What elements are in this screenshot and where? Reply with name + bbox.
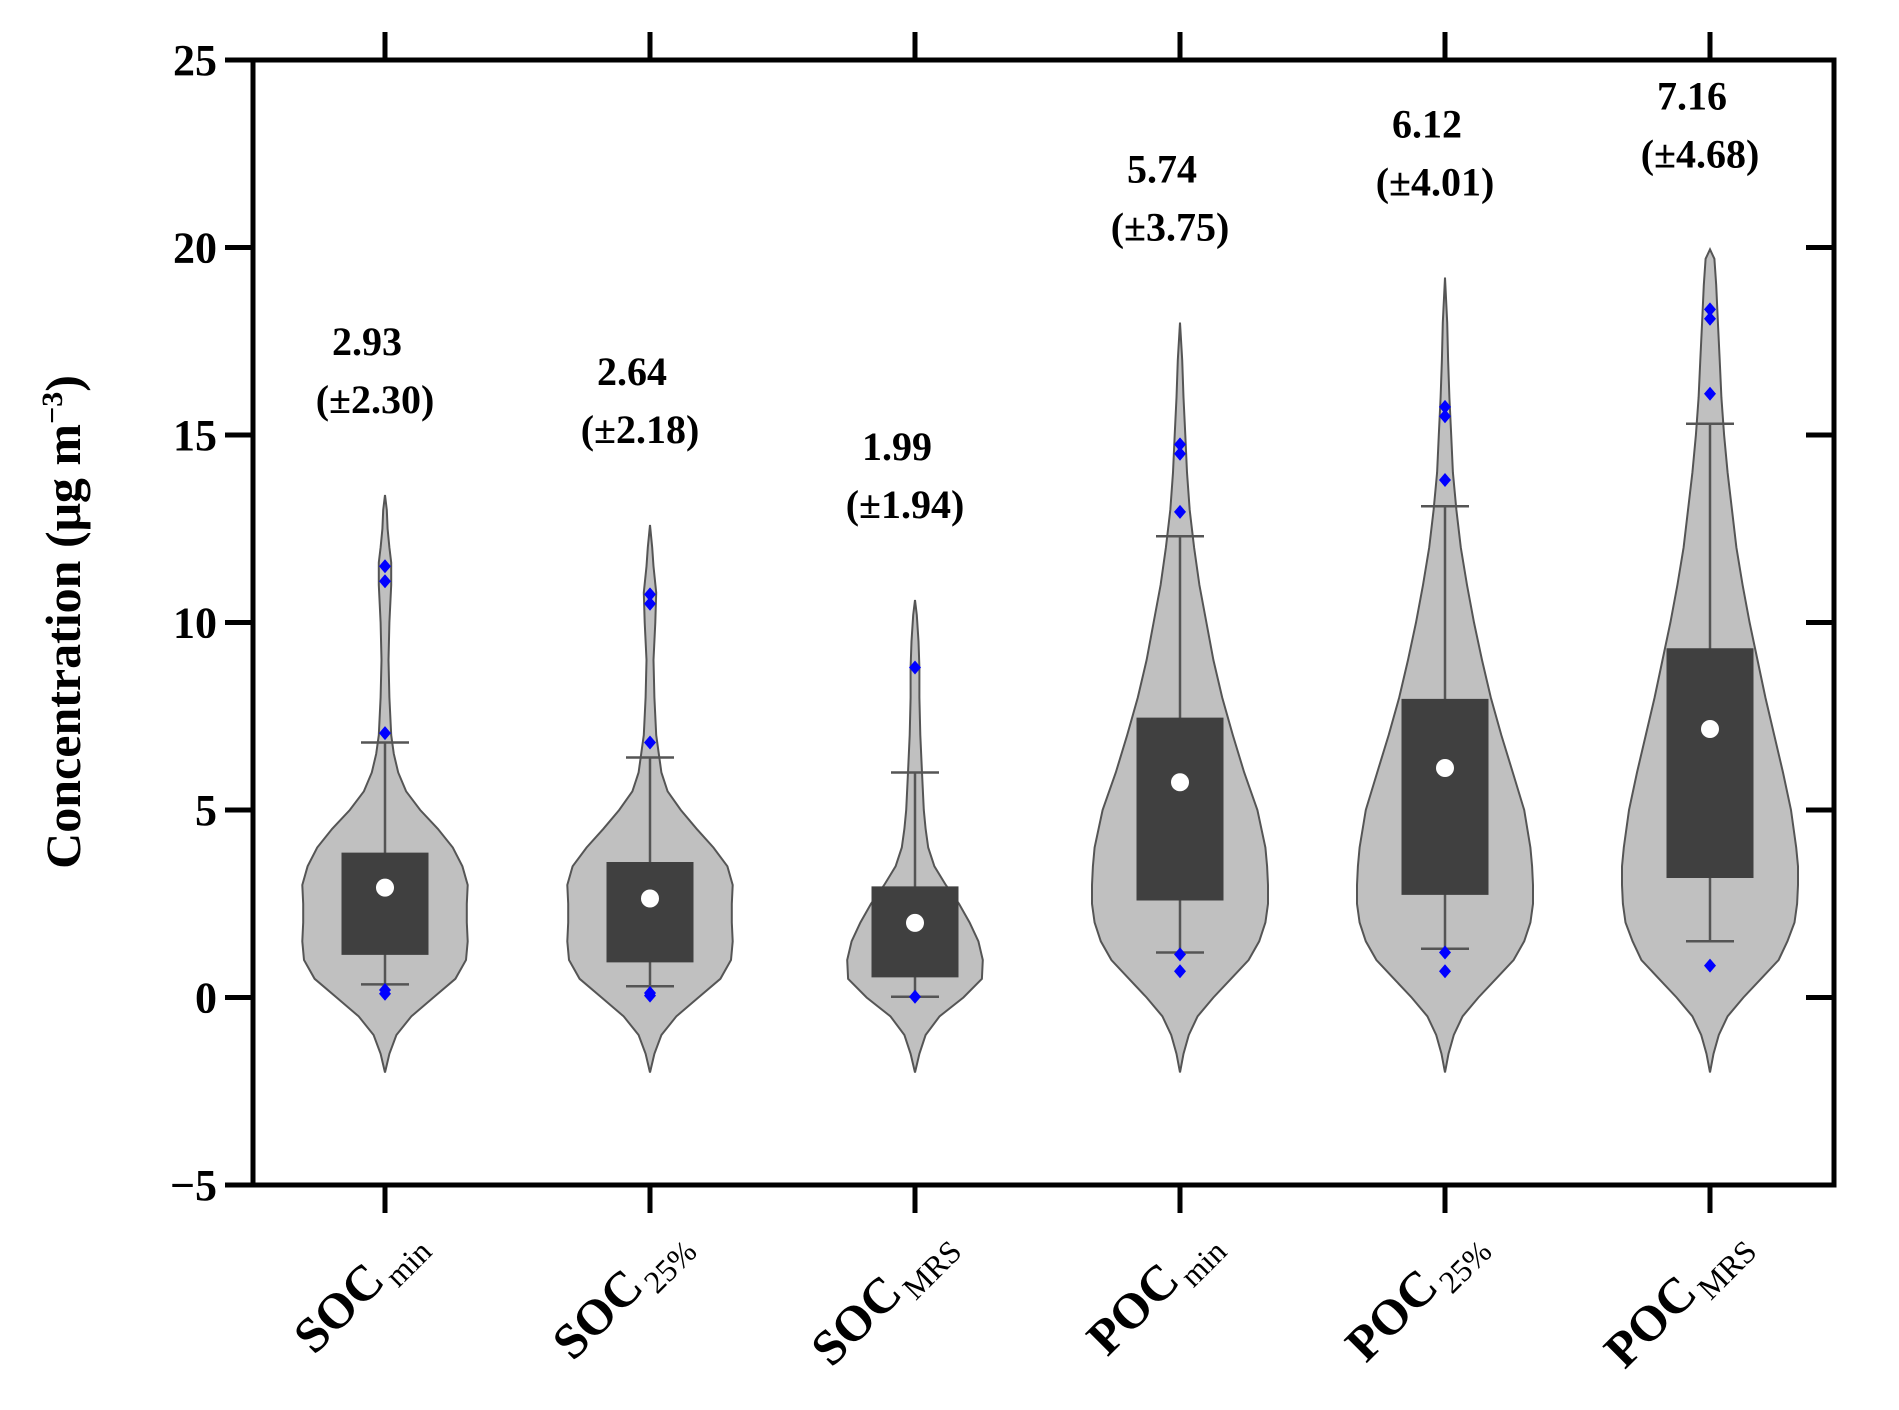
y-tick-label: 25 bbox=[173, 36, 217, 85]
sd-label: (±2.18) bbox=[581, 407, 700, 452]
outlier-point bbox=[1174, 947, 1186, 962]
mean-label: 5.74 bbox=[1127, 147, 1197, 192]
outlier-point bbox=[1174, 504, 1186, 519]
mean-marker bbox=[1436, 759, 1454, 777]
outlier-point bbox=[644, 587, 656, 602]
outlier-point bbox=[1439, 399, 1451, 414]
y-tick-label: 15 bbox=[173, 411, 217, 460]
mean-marker bbox=[641, 889, 659, 908]
sd-label: (±2.30) bbox=[316, 377, 435, 422]
iqr-box bbox=[1136, 717, 1224, 901]
mean-marker bbox=[1171, 773, 1189, 792]
iqr-box bbox=[606, 862, 694, 963]
y-tick-label: 10 bbox=[173, 599, 217, 648]
outlier-point bbox=[1704, 958, 1716, 973]
iqr-box bbox=[341, 852, 429, 955]
outlier-point bbox=[644, 596, 656, 611]
x-axis: SOCmin SOC25% SOCMRS POCmin POC25% POCMRS bbox=[282, 32, 1764, 1384]
outlier-point bbox=[1439, 409, 1451, 424]
x-tick-label-subscript: 25% bbox=[1432, 1233, 1499, 1300]
sd-label: (±3.75) bbox=[1111, 205, 1230, 250]
outlier-point bbox=[379, 726, 391, 741]
mean-label: 6.12 bbox=[1392, 102, 1462, 147]
y-axis: −5 0 5 10 15 20 25 bbox=[170, 36, 1834, 1210]
x-tick-label-subscript: 25% bbox=[637, 1233, 704, 1300]
violin-group-SOCmin bbox=[301, 494, 469, 1073]
violin-group-POCmin bbox=[1091, 322, 1269, 1073]
mean-marker bbox=[906, 913, 924, 932]
outlier-point bbox=[1704, 311, 1716, 326]
outlier-point bbox=[909, 989, 921, 1004]
outlier-point bbox=[1174, 446, 1186, 461]
x-tick-label: SOCMRS bbox=[800, 1213, 969, 1382]
annotations-layer: 2.93 (±2.30) 2.64 (±2.18) 1.99 (±1.94) 5.74 (±3… bbox=[316, 73, 1760, 527]
iqr-box bbox=[1666, 648, 1754, 878]
x-tick-label: POCmin bbox=[1076, 1213, 1234, 1371]
x-tick-label: SOC25% bbox=[541, 1213, 703, 1375]
mean-label: 1.99 bbox=[862, 424, 932, 469]
sd-label: (±4.68) bbox=[1641, 131, 1760, 176]
y-axis-title-superscript: −3 bbox=[36, 392, 69, 424]
violin-group-SOC25% bbox=[566, 524, 734, 1073]
outlier-point bbox=[1174, 437, 1186, 452]
x-tick-label-subscript: MRS bbox=[1690, 1233, 1763, 1306]
violin-group-POC25% bbox=[1356, 277, 1534, 1073]
x-tick-label-subscript: MRS bbox=[895, 1233, 968, 1306]
x-tick-label: POCMRS bbox=[1593, 1213, 1764, 1384]
y-axis-title-close: ) bbox=[35, 375, 91, 392]
outlier-point bbox=[379, 574, 391, 589]
violin-group-SOCMRS bbox=[846, 599, 984, 1073]
y-tick-label: 0 bbox=[195, 974, 217, 1023]
violin-group-POCMRS bbox=[1621, 247, 1799, 1073]
mean-marker bbox=[376, 878, 394, 897]
outlier-point bbox=[1439, 945, 1451, 960]
outlier-point bbox=[909, 660, 921, 675]
y-tick-label: 20 bbox=[173, 224, 217, 273]
outlier-point bbox=[1439, 473, 1451, 487]
x-tick-label: POC25% bbox=[1334, 1213, 1498, 1377]
outlier-point bbox=[379, 559, 391, 574]
outlier-point bbox=[1704, 386, 1716, 401]
mean-label: 7.16 bbox=[1657, 73, 1727, 118]
sd-label: (±1.94) bbox=[846, 482, 965, 527]
outlier-point bbox=[1174, 964, 1186, 979]
plot-frame bbox=[250, 57, 1837, 1188]
y-axis-title: Concentration (μg m−3) bbox=[35, 375, 91, 869]
iqr-box bbox=[1401, 698, 1489, 895]
y-tick-label: 5 bbox=[195, 786, 217, 835]
sd-label: (±4.01) bbox=[1376, 160, 1495, 205]
violins-layer bbox=[301, 247, 1799, 1073]
outlier-point bbox=[379, 983, 391, 997]
outlier-point bbox=[644, 986, 656, 1000]
x-tick-label: SOCmin bbox=[282, 1213, 438, 1369]
mean-label: 2.64 bbox=[597, 349, 667, 394]
outlier-point bbox=[1439, 964, 1451, 979]
mean-marker bbox=[1701, 720, 1719, 738]
outlier-point bbox=[644, 735, 656, 750]
outlier-point bbox=[1704, 302, 1716, 317]
mean-label: 2.93 bbox=[332, 319, 402, 364]
y-tick-label: −5 bbox=[170, 1161, 217, 1210]
